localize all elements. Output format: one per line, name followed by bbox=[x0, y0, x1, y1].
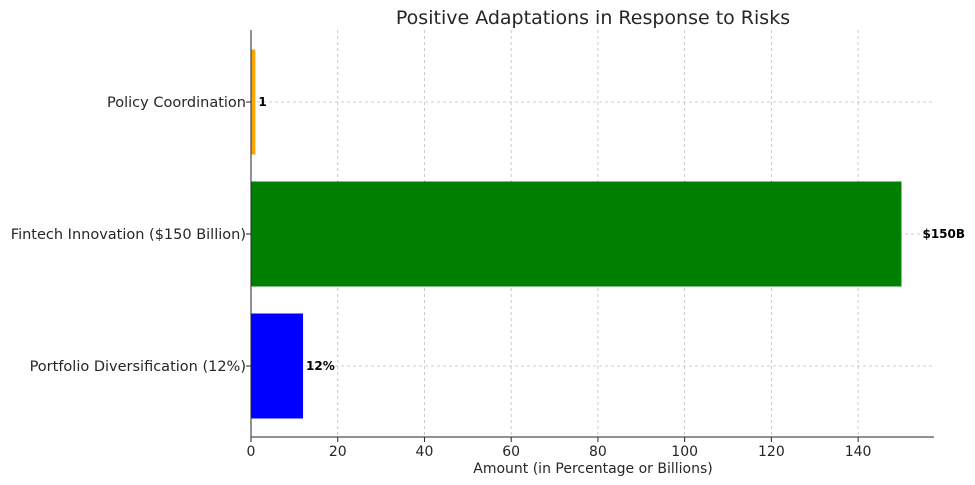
category-label: Portfolio Diversification (12%) bbox=[30, 359, 246, 375]
x-tick-label: 0 bbox=[247, 444, 256, 460]
bar bbox=[251, 313, 304, 419]
bar bbox=[251, 49, 256, 155]
x-tick-label: 140 bbox=[845, 444, 872, 460]
bar bbox=[251, 181, 902, 287]
x-tick-label: 40 bbox=[416, 444, 434, 460]
x-tick-label: 20 bbox=[329, 444, 347, 460]
x-axis-label: Amount (in Percentage or Billions) bbox=[473, 461, 712, 477]
x-tick-label: 120 bbox=[758, 444, 785, 460]
data-label: 1 bbox=[258, 95, 266, 109]
category-label: Fintech Innovation ($150 Billion) bbox=[11, 227, 246, 243]
data-labels: 12% $150B 1 bbox=[258, 95, 965, 373]
chart-title: Positive Adaptations in Response to Risk… bbox=[396, 7, 790, 29]
x-tick-label: 80 bbox=[589, 444, 607, 460]
x-tick-label: 100 bbox=[671, 444, 698, 460]
x-ticks: 0 20 40 60 80 100 120 140 bbox=[246, 101, 872, 460]
category-labels: Portfolio Diversification (12%) Fintech I… bbox=[11, 95, 246, 375]
data-label: $150B bbox=[922, 227, 965, 241]
grid bbox=[251, 30, 934, 437]
category-label: Policy Coordination bbox=[107, 95, 246, 111]
data-label: 12% bbox=[306, 359, 335, 373]
bars bbox=[251, 49, 902, 419]
x-tick-label: 60 bbox=[502, 444, 520, 460]
